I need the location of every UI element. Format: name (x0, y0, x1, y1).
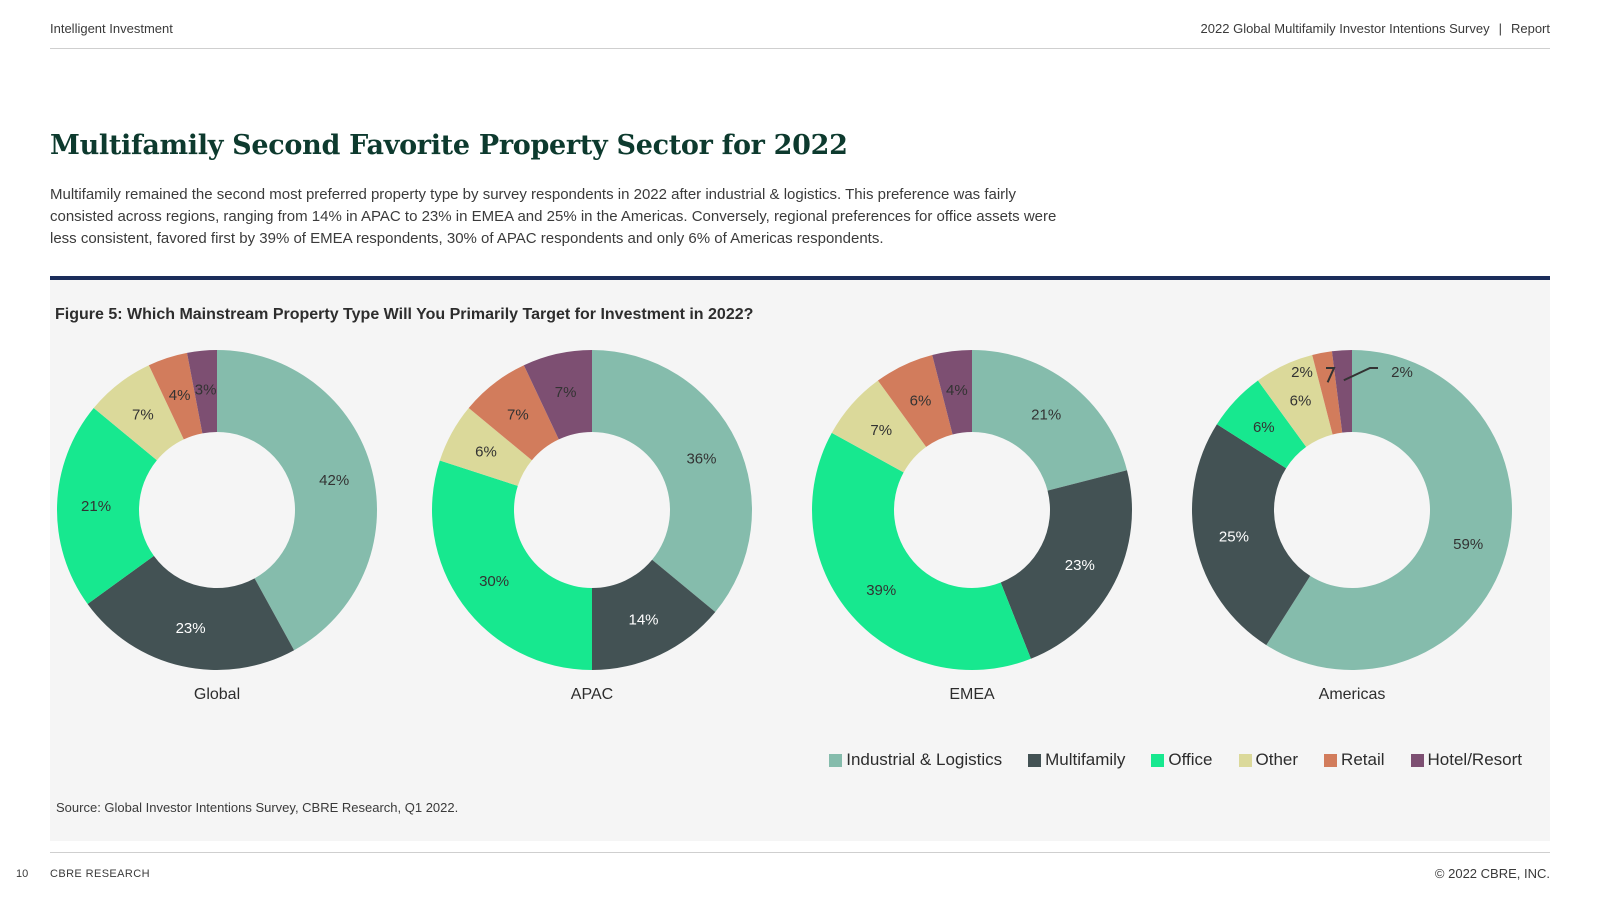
donut-charts: 42%23%21%7%4% 3%Global36%14%30%6%7%7%APAC… (56, 350, 1512, 703)
slice-americas-other (1257, 355, 1333, 447)
label-emea-industrial-and-logistics: 21% (1031, 406, 1061, 423)
page-number: 10 (16, 868, 29, 880)
label-americas-other: 6% (1290, 393, 1312, 410)
slice-apac-industrial-and-logistics (592, 350, 753, 612)
label-emea-retail: 6% (910, 393, 932, 410)
slice-emea-industrial-and-logistics (972, 350, 1127, 491)
slice-emea-hotel-resort (932, 350, 972, 435)
leader-americas-hotel-resort (1343, 367, 1378, 382)
slice-apac-retail (468, 365, 559, 461)
legend-swatch-office (1151, 753, 1165, 767)
label-emea-office: 39% (866, 582, 896, 599)
chart-legend: Industrial & Logistics Multifamily Office O… (829, 750, 1522, 770)
legend-item-hotel-resort: Hotel/Resort (1410, 750, 1522, 770)
caption-emea: EMEA (949, 686, 995, 703)
slice-americas-multifamily (1192, 424, 1311, 646)
label-apac-retail: 7% (507, 406, 529, 423)
page-title: Multifamily Second Favorite Property Sec… (50, 130, 848, 161)
label-americas-office: 6% (1253, 419, 1275, 436)
slice-global-multifamily (87, 555, 295, 670)
legend-swatch-hotel-resort (1410, 753, 1424, 767)
legend-swatch-retail (1324, 753, 1338, 767)
label-global-hotel-resort: 3% (195, 382, 217, 399)
label-emea-other: 7% (870, 422, 892, 439)
header-survey-name: 2022 Global Multifamily Investor Intenti… (1200, 21, 1490, 36)
slice-americas-office (1216, 380, 1307, 469)
header-report-label: Report (1510, 21, 1550, 36)
label-apac-other: 6% (475, 444, 497, 461)
label-emea-hotel-resort: 4% (946, 382, 968, 399)
intro-paragraph: Multifamily remained the second most pre… (50, 186, 1057, 247)
label-apac-multifamily: 14% (629, 611, 659, 628)
header-separator: | (1498, 21, 1502, 36)
footer-brand: CBRE RESEARCH (50, 868, 150, 880)
slice-global-office (56, 408, 157, 605)
source-note: Source: Global Investor Intentions Surve… (56, 800, 459, 815)
label-global-industrial-and-logistics: 42% (319, 472, 349, 489)
footer-divider (50, 852, 1550, 853)
label-global-multifamily: 23% (176, 620, 206, 637)
legend-label-office: Office (1168, 750, 1213, 769)
legend-item-industrial-and-logistics: Industrial & Logistics (829, 750, 1002, 770)
legend-label-retail: Retail (1341, 750, 1385, 769)
legend-item-office: Office (1151, 750, 1213, 770)
footer-copyright: © 2022 CBRE, INC. (1434, 866, 1550, 881)
label-global-office: 21% (81, 498, 111, 515)
slice-emea-retail (877, 355, 953, 447)
label-apac-office: 30% (479, 573, 509, 590)
header-report-title: 2022 Global Multifamily Investor Intenti… (1201, 21, 1550, 36)
slice-americas-hotel-resort (1331, 350, 1352, 433)
donut-apac: 36% 14% 30% 6% 7% 7% APAC (431, 350, 753, 703)
caption-americas: Americas (1319, 686, 1386, 703)
slice-emea-multifamily (1000, 470, 1132, 659)
header-divider (50, 48, 1550, 49)
donut-global: 42% 23% 21% 7% 4% 3% Global (56, 350, 377, 703)
label-emea-multifamily: 23% (1065, 557, 1095, 574)
label-global-other: 7% (132, 406, 154, 423)
legend-label-multifamily: Multifamily (1045, 750, 1126, 769)
legend-label-hotel-resort: Hotel/Resort (1427, 750, 1522, 769)
legend-item-retail: Retail (1324, 750, 1385, 770)
legend-swatch-multifamily (1028, 753, 1042, 767)
slice-emea-other (831, 380, 927, 473)
label-americas-multifamily: 25% (1219, 528, 1249, 545)
caption-global: Global (194, 686, 240, 703)
slice-global-industrial-and-logistics (217, 350, 377, 651)
slice-global-hotel-resort (187, 350, 217, 434)
header-brand: Intelligent Investment (50, 21, 173, 36)
slice-apac-other (439, 408, 532, 486)
caption-apac: APAC (571, 686, 613, 703)
label-global-retail: 4% (169, 387, 191, 404)
label-americas-industrial-and-logistics: 59% (1453, 536, 1483, 553)
label-apac-hotel-resort: 7% (555, 384, 577, 401)
donut-americas: 59% 25% 6% 6% 2% 2% Americas (1192, 350, 1512, 703)
donut-emea: 21% 23% 39% 7% 6% 4% EMEA (812, 350, 1132, 703)
slice-apac-multifamily (592, 559, 716, 670)
legend-label-other: Other (1255, 750, 1299, 769)
figure-panel: Figure 5: Which Mainstream Property Type… (50, 276, 1550, 841)
legend-swatch-other (1238, 753, 1252, 767)
label-americas-retail: 2% (1291, 364, 1313, 381)
slice-apac-hotel-resort (523, 350, 592, 440)
slice-americas-industrial-and-logistics (1266, 350, 1512, 670)
legend-item-multifamily: Multifamily (1028, 750, 1125, 770)
legend-item-other: Other (1238, 750, 1299, 770)
label-apac-industrial-and-logistics: 36% (686, 450, 716, 467)
legend-label-industrial-and-logistics: Industrial & Logistics (846, 750, 1003, 769)
slice-apac-office (431, 460, 592, 670)
slice-americas-retail (1312, 351, 1343, 435)
legend-swatch-industrial-and-logistics (829, 753, 843, 767)
figure-title: Figure 5: Which Mainstream Property Type… (55, 306, 754, 323)
slice-global-other (93, 365, 184, 461)
slice-global-retail (148, 352, 203, 440)
label-americas-hotel-resort: 2% (1391, 364, 1413, 381)
leader-americas-retail (1326, 367, 1336, 383)
slice-emea-office (812, 432, 1031, 670)
